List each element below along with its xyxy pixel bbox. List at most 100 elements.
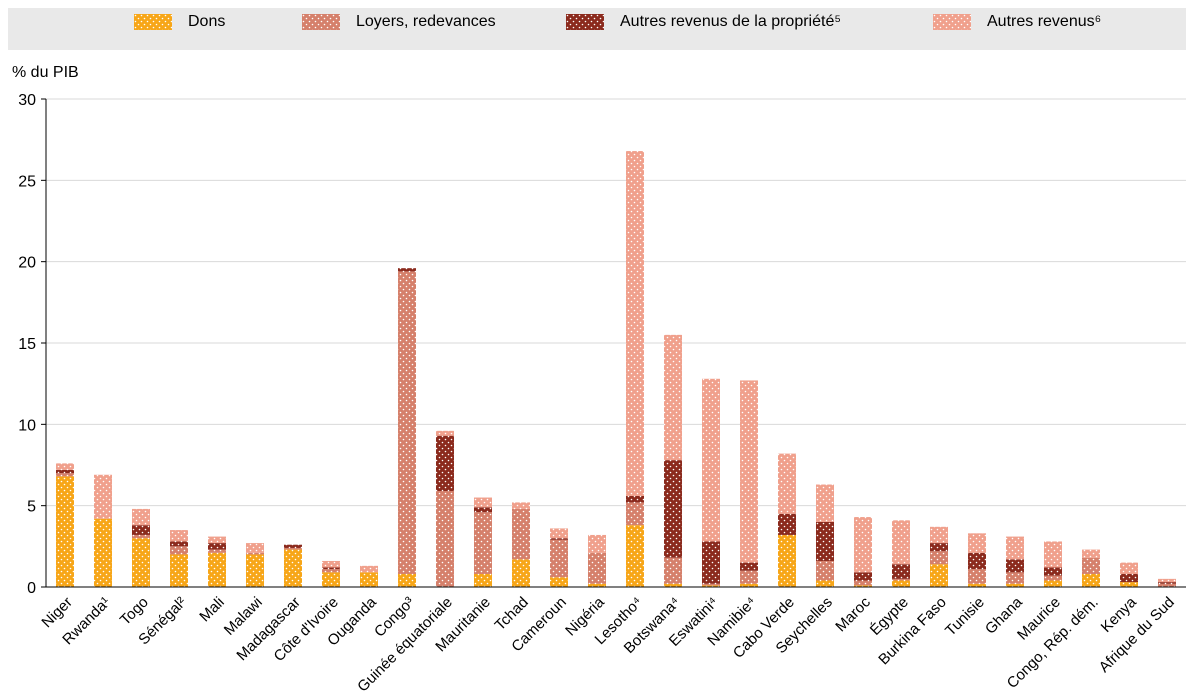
bar-segment <box>1158 583 1176 587</box>
bar-segment <box>56 463 74 470</box>
legend-swatch-autres-propriete <box>566 14 604 30</box>
bar-segment <box>626 495 644 503</box>
y-tick-label: 20 <box>18 255 36 272</box>
bar-segment <box>132 538 150 587</box>
legend-item-autres-revenus: Autres revenus⁶ <box>933 12 1101 32</box>
bar-segment <box>56 473 74 477</box>
bar-segment <box>968 552 986 570</box>
bar-segment <box>512 559 530 587</box>
bar-segment <box>208 552 226 587</box>
bar-segment <box>702 585 720 587</box>
bar-segment <box>816 521 834 561</box>
bar-segment <box>664 460 682 558</box>
bar-segment <box>664 557 682 584</box>
bar-segment <box>436 430 454 436</box>
legend-item-dons: Dons <box>134 12 225 32</box>
bar-segment <box>854 572 872 581</box>
bar-segment <box>1082 573 1100 587</box>
bar-segment <box>512 508 530 560</box>
legend-item-loyers: Loyers, redevances <box>302 12 496 32</box>
bar-segment <box>132 525 150 535</box>
bar-segment <box>778 513 796 535</box>
bar-segment <box>740 583 758 587</box>
bar-segment <box>208 543 226 550</box>
bar-segment <box>1044 580 1062 587</box>
bar-segment <box>284 547 302 550</box>
bar-segment <box>398 268 416 272</box>
bar-segment <box>170 541 188 547</box>
bar-segment <box>246 543 264 553</box>
legend-label-autres-revenus: Autres revenus⁶ <box>987 13 1102 30</box>
bar-segment <box>132 508 150 526</box>
bar-segment <box>816 560 834 581</box>
bar-segment <box>1044 541 1062 568</box>
bar-segment <box>474 507 492 513</box>
y-tick-label: 5 <box>27 499 36 516</box>
bar-segment <box>94 518 112 587</box>
bar-segment <box>1120 582 1138 587</box>
y-axis-label: % du PIB <box>12 64 79 81</box>
bar-segment <box>208 536 226 544</box>
bar-segment <box>170 554 188 587</box>
bar-segment <box>474 512 492 574</box>
bar-segment <box>1158 582 1176 584</box>
bar-segment <box>360 572 378 587</box>
bar-segment <box>892 578 910 581</box>
bar-segment <box>892 580 910 587</box>
bar-segment <box>246 552 264 555</box>
bars <box>56 151 1176 587</box>
y-tick-label: 0 <box>27 580 36 597</box>
bar-segment <box>626 151 644 496</box>
bar-segment <box>398 573 416 587</box>
legend-swatch-autres-revenus <box>933 14 971 30</box>
legend-label-dons: Dons <box>188 13 226 30</box>
bar-segment <box>968 583 986 587</box>
bar-segment <box>322 569 340 573</box>
y-tick-label: 25 <box>18 173 36 190</box>
bar-segment <box>1044 567 1062 576</box>
bar-segment <box>588 552 606 584</box>
bar-segment <box>664 583 682 587</box>
legend-label-loyers: Loyers, redevances <box>356 13 496 30</box>
bar-segment <box>474 573 492 587</box>
bar-segment <box>474 497 492 508</box>
bar-segment <box>1082 549 1100 558</box>
bar-segment <box>436 491 454 587</box>
bar-segment <box>626 502 644 526</box>
y-tick-label: 10 <box>18 417 36 434</box>
bar-segment <box>930 564 948 587</box>
bar-segment <box>1158 578 1176 583</box>
bar-segment <box>550 577 568 587</box>
bar-segment <box>360 565 378 573</box>
bar-segment <box>94 474 112 519</box>
bar-segment <box>322 560 340 568</box>
bar-segment <box>740 380 758 563</box>
bar-segment <box>132 534 150 539</box>
bar-segment <box>930 543 948 552</box>
bar-segment <box>550 528 568 539</box>
bar-segment <box>56 469 74 474</box>
bar-segment <box>284 549 302 587</box>
bar-segment <box>702 541 720 584</box>
bar-segment <box>170 530 188 542</box>
bar-segment <box>550 539 568 578</box>
bar-segment <box>322 572 340 587</box>
gridlines <box>46 98 1186 507</box>
bar-segment <box>284 544 302 548</box>
y-tick-labels: 0 5 10 15 20 25 30 <box>18 92 46 597</box>
bar-segment <box>1006 559 1024 573</box>
bar-segment <box>246 554 264 587</box>
x-tick-label: Tunisie <box>942 594 988 640</box>
bar-segment <box>854 585 872 587</box>
y-tick-label: 30 <box>18 92 36 109</box>
x-tick-label: Mali <box>196 594 227 625</box>
bar-segment <box>56 476 74 587</box>
bar-segment <box>1120 573 1138 583</box>
bar-segment <box>816 580 834 587</box>
bar-segment <box>968 569 986 584</box>
bar-segment <box>816 484 834 522</box>
bar-segment <box>1120 562 1138 574</box>
bar-segment <box>1006 536 1024 560</box>
